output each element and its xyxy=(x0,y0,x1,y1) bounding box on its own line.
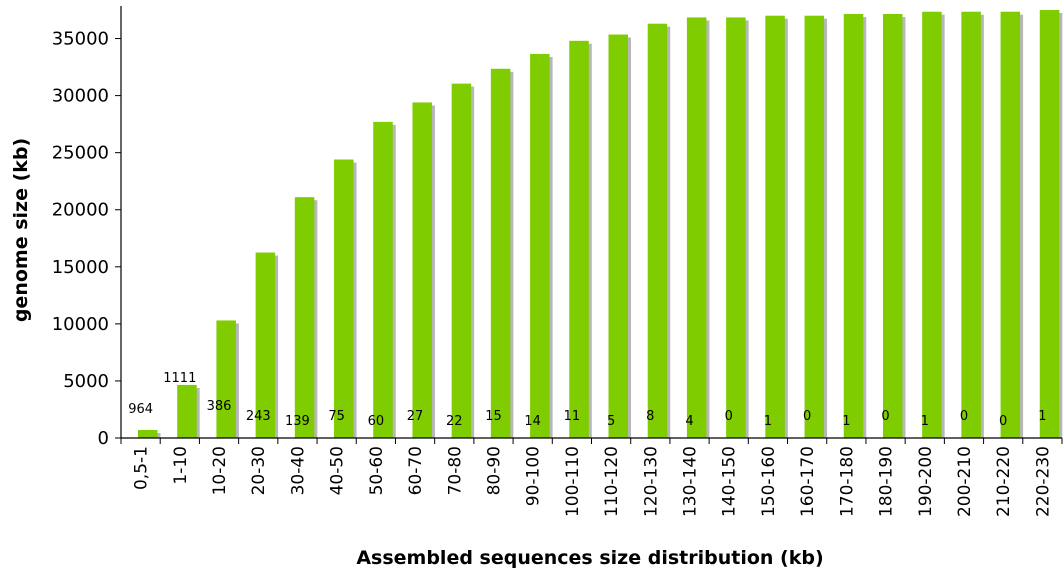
x-tick-label: 190-200 xyxy=(916,446,936,517)
data-label: 4 xyxy=(685,414,693,429)
x-tick-label: 220-230 xyxy=(1033,446,1053,517)
bar xyxy=(451,83,472,438)
data-label: 139 xyxy=(285,414,310,429)
y-tick-label: 5000 xyxy=(63,371,109,392)
data-label: 1111 xyxy=(163,371,196,386)
x-tick-label: 130-140 xyxy=(681,446,701,517)
data-label: 1 xyxy=(764,414,772,429)
data-label: 22 xyxy=(446,414,463,429)
x-tick-label: 40-50 xyxy=(328,446,348,495)
y-tick-label: 35000 xyxy=(52,29,109,50)
data-label: 386 xyxy=(207,399,232,414)
y-tick-label: 30000 xyxy=(52,86,109,107)
x-tick-label: 30-40 xyxy=(288,446,308,495)
data-label: 11 xyxy=(564,409,581,424)
bar xyxy=(608,34,628,438)
x-tick-label: 80-90 xyxy=(484,446,504,495)
data-label: 1 xyxy=(1038,409,1046,424)
data-label: 0 xyxy=(960,409,968,424)
bar xyxy=(882,13,903,439)
x-ticks: 0,5-1 1-10 10-20 20-30 30-40 40-50 50-60 60-70 7… xyxy=(120,438,1063,517)
bar xyxy=(843,13,864,439)
x-tick-label: 70-80 xyxy=(445,446,465,495)
bar xyxy=(726,17,746,438)
bars xyxy=(138,10,1060,439)
x-tick-label: 0,5-1 xyxy=(132,446,152,490)
bar xyxy=(765,15,785,439)
bar xyxy=(490,68,511,439)
data-label: 243 xyxy=(246,409,271,424)
x-tick-label: 200-210 xyxy=(955,446,975,517)
y-tick-label: 20000 xyxy=(52,200,109,221)
data-label: 8 xyxy=(646,409,654,424)
data-label: 60 xyxy=(368,414,385,429)
data-label: 0 xyxy=(999,414,1007,429)
x-tick-label: 50-60 xyxy=(367,446,387,495)
bar xyxy=(294,197,315,438)
bar xyxy=(569,40,589,438)
bar xyxy=(177,384,197,438)
bar xyxy=(373,121,393,438)
y-tick-label: 10000 xyxy=(52,314,109,335)
x-tick-label: 100-110 xyxy=(563,446,583,517)
data-label: 75 xyxy=(328,409,345,424)
x-tick-label: 160-170 xyxy=(798,446,818,517)
y-tick-label: 25000 xyxy=(52,143,109,164)
x-tick-label: 150-160 xyxy=(759,446,779,517)
x-tick-label: 90-100 xyxy=(524,446,544,506)
bar xyxy=(1000,11,1021,438)
data-label: 14 xyxy=(524,414,541,429)
bar xyxy=(922,11,942,438)
data-labels: 964 1111 386 243 139 75 60 27 22 15 14 11 5 8 4 0 1 0 1 0 1 0… xyxy=(128,371,1046,429)
x-tick-label: 60-70 xyxy=(406,446,426,495)
data-label: 5 xyxy=(607,414,615,429)
data-label: 964 xyxy=(128,402,153,417)
bar xyxy=(961,11,981,438)
bar xyxy=(1039,10,1060,438)
x-tick-label: 140-150 xyxy=(720,446,740,517)
data-label: 27 xyxy=(407,409,424,424)
y-axis-title: genome size (kb) xyxy=(10,138,32,322)
y-tick-label: 15000 xyxy=(52,257,109,278)
bar xyxy=(412,102,432,438)
bar xyxy=(216,320,236,438)
bar xyxy=(530,53,550,438)
x-tick-label: 120-130 xyxy=(641,446,661,517)
bar xyxy=(647,23,668,439)
data-label: 0 xyxy=(881,409,889,424)
x-tick-label: 110-120 xyxy=(602,446,622,517)
bar xyxy=(686,17,707,438)
x-tick-label: 180-190 xyxy=(877,446,897,517)
data-label: 1 xyxy=(842,414,850,429)
x-axis-title: Assembled sequences size distribution (k… xyxy=(356,547,823,569)
bar xyxy=(334,159,354,439)
bar xyxy=(804,15,825,439)
x-tick-label: 10-20 xyxy=(210,446,230,495)
bar xyxy=(138,430,158,438)
y-tick-label: 0 xyxy=(98,428,109,449)
y-ticks: 0 5000 10000 15000 20000 25000 30000 35000 xyxy=(52,29,121,449)
data-label: 0 xyxy=(725,409,733,424)
data-label: 0 xyxy=(803,409,811,424)
bar xyxy=(255,252,276,438)
x-tick-label: 210-220 xyxy=(994,446,1014,517)
x-tick-label: 170-180 xyxy=(837,446,857,517)
data-label: 15 xyxy=(485,409,502,424)
data-label: 1 xyxy=(921,414,929,429)
x-tick-label: 20-30 xyxy=(249,446,269,495)
x-tick-label: 1-10 xyxy=(171,446,191,485)
